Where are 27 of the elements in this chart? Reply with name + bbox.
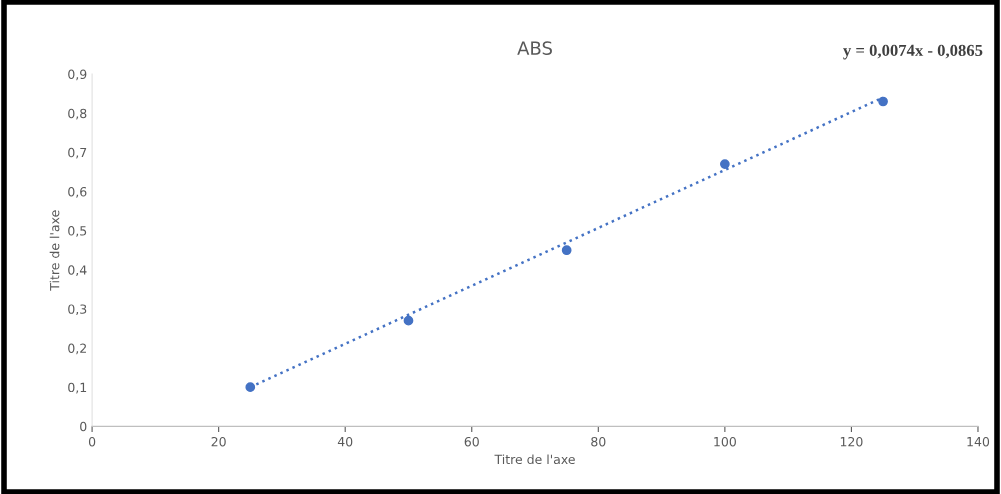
chart-title: ABS xyxy=(517,41,552,55)
x-tick-label: 60 xyxy=(464,436,479,447)
point xyxy=(403,315,414,326)
x-tick-label: 100 xyxy=(714,436,736,447)
y-tick-label: 0,1 xyxy=(68,382,87,394)
text: y = 0,0074x - 0,0865 xyxy=(843,44,983,60)
y-tick-label: 0,5 xyxy=(68,226,87,237)
y-tick-label: 0,4 xyxy=(68,265,87,276)
x-tick-label: 40 xyxy=(337,436,353,447)
x-tick-label: 140 xyxy=(967,436,990,447)
point xyxy=(561,245,572,256)
y-tick-label: 0 xyxy=(80,421,87,432)
y-axis-title: Titre de l'axe xyxy=(49,210,60,291)
point xyxy=(878,96,888,107)
x-tick-label: 120 xyxy=(840,436,863,447)
x-tick-label: 20 xyxy=(211,436,226,447)
y-tick-label: 0,3 xyxy=(68,304,87,316)
y-tick-label: 0,7 xyxy=(68,147,87,159)
y-tick-label: 0,6 xyxy=(68,186,87,198)
y-tick-label: 0,2 xyxy=(68,343,86,355)
x-tick-label: 0 xyxy=(88,436,96,447)
point xyxy=(245,382,256,393)
y-tick-label: 0,9 xyxy=(68,69,87,81)
x-axis-title: Titre de l'axe xyxy=(494,454,575,465)
y-tick-label: 0,8 xyxy=(68,108,87,120)
point xyxy=(720,159,730,169)
x-tick-label: 80 xyxy=(591,436,606,447)
